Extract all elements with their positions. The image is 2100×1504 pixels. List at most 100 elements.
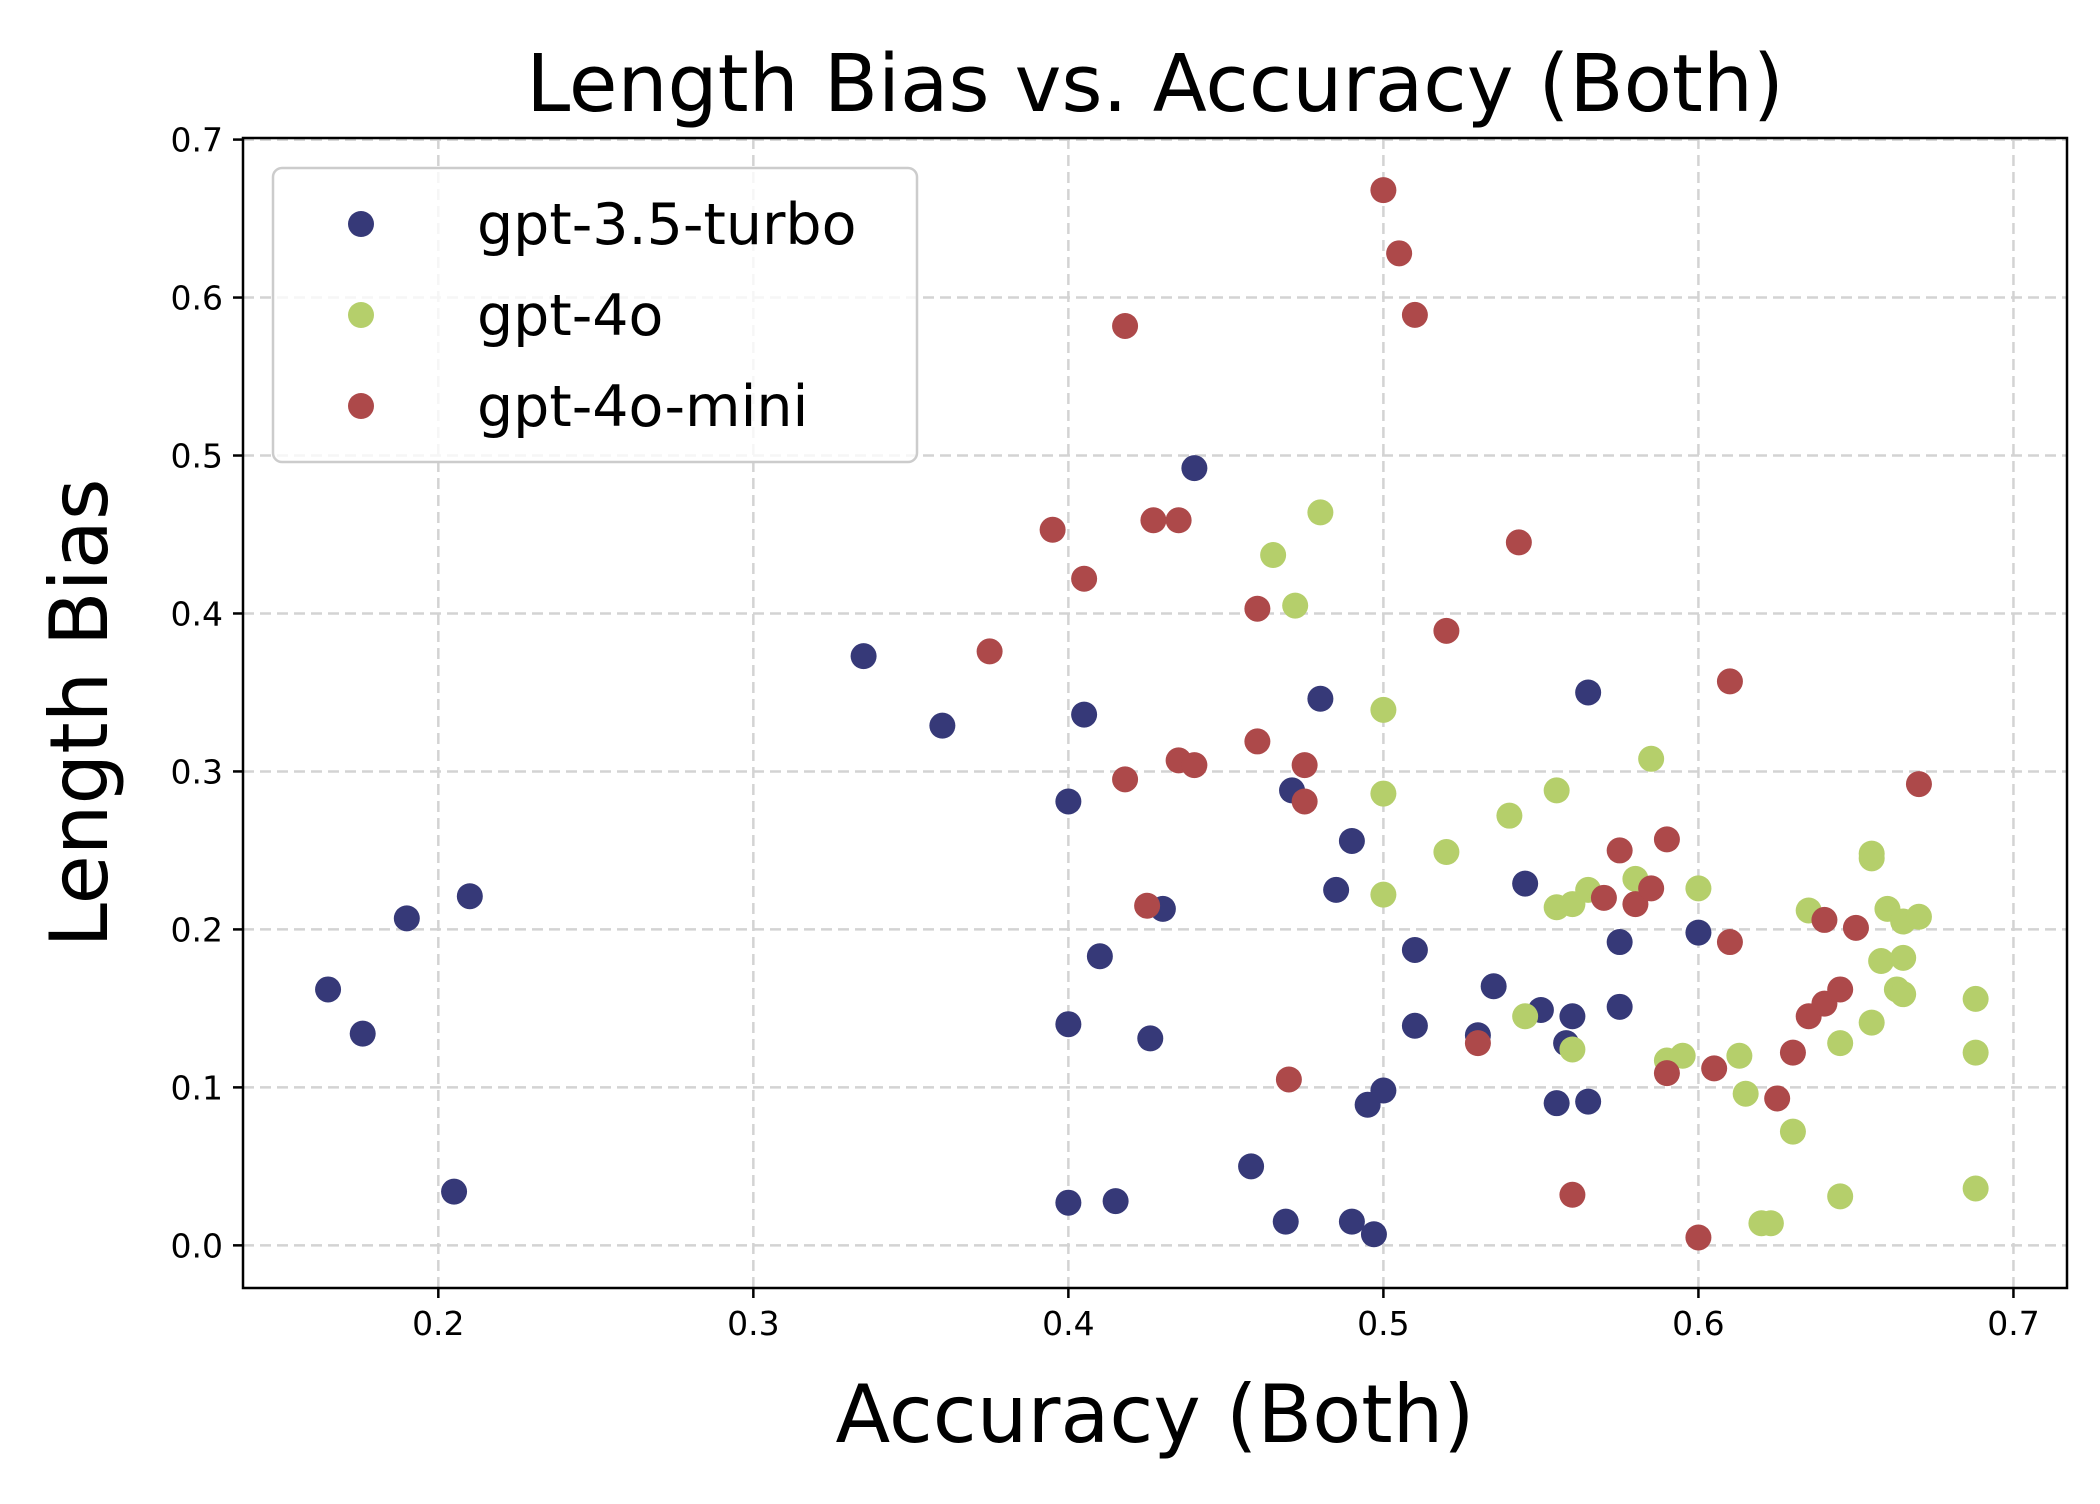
data-point <box>1338 827 1365 854</box>
data-point <box>1559 1181 1586 1208</box>
data-point <box>1559 1003 1586 1030</box>
legend-label: gpt-4o <box>477 283 663 349</box>
data-point <box>1890 944 1917 971</box>
data-point <box>1905 771 1932 798</box>
chart-title: Length Bias vs. Accuracy (Both) <box>526 38 1784 130</box>
data-point <box>1307 685 1334 712</box>
data-point <box>1370 696 1397 723</box>
data-point <box>1140 507 1167 534</box>
data-point <box>1890 981 1917 1008</box>
data-point <box>1811 906 1838 933</box>
data-point <box>1244 595 1271 622</box>
data-point <box>1622 891 1649 918</box>
data-point <box>1575 679 1602 706</box>
x-tick-label: 0.5 <box>1357 1304 1409 1343</box>
data-point <box>1606 837 1633 864</box>
data-point <box>1726 1042 1753 1069</box>
data-point <box>1716 929 1743 956</box>
data-point <box>1370 780 1397 807</box>
data-point <box>1858 845 1885 872</box>
data-point <box>1272 1208 1299 1235</box>
data-point <box>1638 745 1665 772</box>
data-point <box>1962 1039 1989 1066</box>
y-tick-label: 0.0 <box>171 1226 223 1265</box>
data-point <box>1962 1175 1989 1202</box>
data-point <box>1685 919 1712 946</box>
data-point <box>1480 973 1507 1000</box>
legend: gpt-3.5-turbo gpt-4o gpt-4o-mini <box>271 166 919 464</box>
legend-label: gpt-4o-mini <box>477 374 808 440</box>
data-point <box>1433 839 1460 866</box>
data-point <box>1685 875 1712 902</box>
data-point <box>1360 1221 1387 1248</box>
data-point <box>929 712 956 739</box>
data-point <box>1962 985 1989 1012</box>
data-point <box>1370 1077 1397 1104</box>
data-point <box>1842 914 1869 941</box>
data-point <box>1732 1080 1759 1107</box>
data-point <box>1653 826 1680 853</box>
data-point <box>1543 1090 1570 1117</box>
data-point <box>850 643 877 670</box>
data-point <box>1401 301 1428 328</box>
data-point <box>1282 592 1309 619</box>
axis-ticks: 0.2 0.3 0.4 0.5 0.6 0.7 0.0 0.1 0.2 0.3 0.4 0.5 0.6 0… <box>171 121 2040 1343</box>
data-point <box>1590 884 1617 911</box>
data-point <box>1102 1188 1129 1215</box>
data-point <box>1401 936 1428 963</box>
x-tick-label: 0.2 <box>412 1304 464 1343</box>
data-point <box>1464 1030 1491 1057</box>
legend-marker <box>348 393 374 419</box>
data-point <box>1386 240 1413 267</box>
data-point <box>1827 1183 1854 1210</box>
data-point <box>1505 529 1532 556</box>
data-point <box>1370 881 1397 908</box>
data-point <box>1638 875 1665 902</box>
data-point <box>1275 1066 1302 1093</box>
data-point <box>1606 993 1633 1020</box>
data-point <box>1039 516 1066 543</box>
data-point <box>1858 1009 1885 1036</box>
data-point <box>1137 1025 1164 1052</box>
y-axis-title: Length Bias <box>33 478 126 947</box>
y-tick-label: 0.5 <box>171 437 223 476</box>
data-point <box>315 976 342 1003</box>
data-point <box>1764 1085 1791 1112</box>
data-point <box>1559 1036 1586 1063</box>
data-point <box>1055 1011 1082 1038</box>
data-point <box>1055 788 1082 815</box>
data-point <box>1685 1224 1712 1251</box>
data-point <box>1181 752 1208 779</box>
data-point <box>1055 1189 1082 1216</box>
data-point <box>1669 1042 1696 1069</box>
data-point <box>1370 177 1397 204</box>
data-point <box>1512 870 1539 897</box>
legend-label: gpt-3.5-turbo <box>477 192 856 258</box>
data-point <box>1575 1088 1602 1115</box>
data-point <box>393 905 420 932</box>
y-tick-label: 0.1 <box>171 1068 223 1107</box>
data-point <box>1512 1003 1539 1030</box>
data-point <box>1323 876 1350 903</box>
data-point <box>1165 507 1192 534</box>
data-point <box>441 1178 468 1205</box>
y-tick-label: 0.2 <box>171 910 223 949</box>
data-point <box>1716 668 1743 695</box>
data-point <box>1905 903 1932 930</box>
data-point <box>1134 892 1161 919</box>
data-point <box>1827 1030 1854 1057</box>
data-point <box>1244 728 1271 755</box>
data-point <box>349 1020 376 1047</box>
data-points <box>315 177 1989 1251</box>
legend-marker <box>348 302 374 328</box>
y-tick-label: 0.3 <box>171 752 223 791</box>
x-axis-title: Accuracy (Both) <box>836 1368 1475 1461</box>
data-point <box>1071 701 1098 728</box>
data-point <box>1086 943 1113 970</box>
data-point <box>1401 1012 1428 1039</box>
data-point <box>1291 788 1318 815</box>
data-point <box>1433 617 1460 644</box>
x-tick-label: 0.7 <box>1987 1304 2039 1343</box>
